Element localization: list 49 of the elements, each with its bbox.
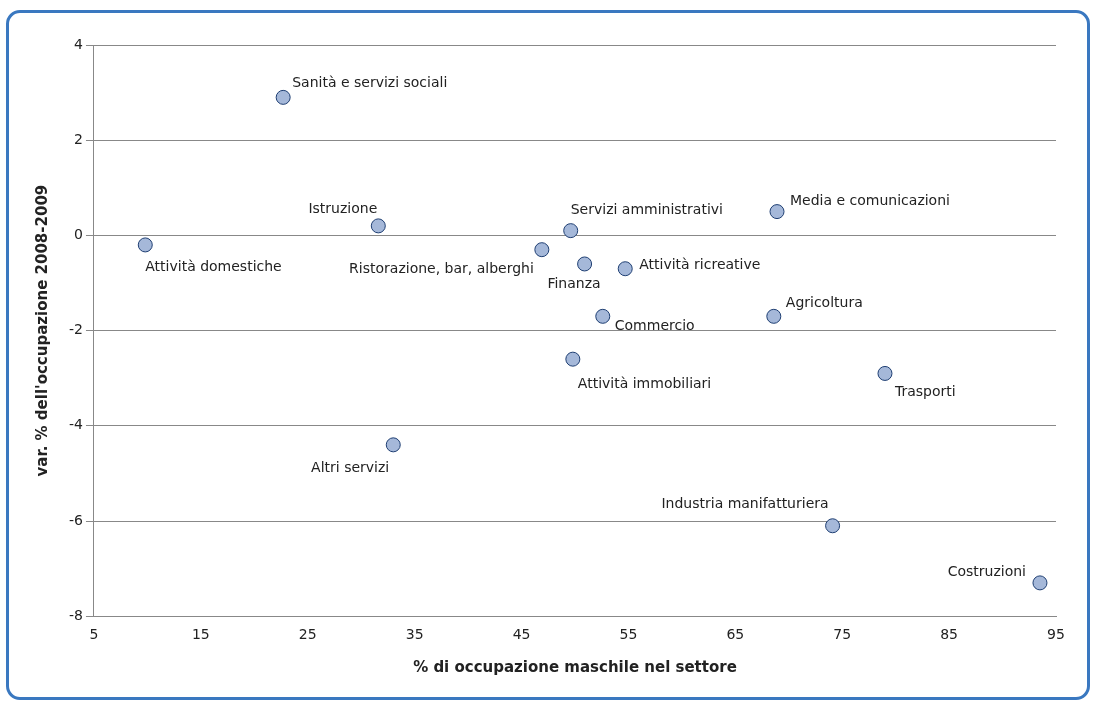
point <box>534 242 550 258</box>
annotation: Costruzioni <box>947 562 1026 579</box>
x-tick-label: 85 <box>940 626 959 643</box>
point <box>1032 575 1048 591</box>
annotation: Ristorazione, bar, alberghi <box>349 260 534 277</box>
x-tick-label: 95 <box>1047 626 1065 643</box>
point <box>275 89 291 105</box>
annotation: Altri servizi <box>311 459 390 476</box>
x-axis-title: % di occupazione maschile nel settore <box>413 657 737 676</box>
y-tick-label: -6 <box>68 511 84 528</box>
annotation: Finanza <box>547 274 601 291</box>
y-tick-label: 2 <box>74 130 83 147</box>
annotation: Attività domestiche <box>145 257 282 274</box>
annotation: Attività immobiliari <box>577 374 712 391</box>
annotation: Media e comunicazioni <box>790 192 950 209</box>
point <box>577 256 593 272</box>
y-tick-label: 0 <box>74 226 83 243</box>
annotation: Servizi amministrativi <box>570 201 724 218</box>
annotation: Trasporti <box>893 383 956 400</box>
annotation: Attività ricreative <box>639 256 761 273</box>
annotation: Istruzione <box>308 199 378 216</box>
point <box>617 261 633 277</box>
annotation: Commercio <box>614 316 695 333</box>
y-tick-label: 4 <box>74 35 84 52</box>
point <box>825 518 841 534</box>
point <box>769 204 785 220</box>
point <box>385 437 401 453</box>
point <box>766 308 782 324</box>
point <box>563 223 579 239</box>
annotation: Sanità e servizi sociali <box>292 74 448 90</box>
point <box>370 218 386 234</box>
point <box>877 365 893 381</box>
annotation: Industria manifatturiera <box>661 495 829 512</box>
x-tick-label: 75 <box>833 626 852 643</box>
x-tick-label: 15 <box>191 626 210 643</box>
x-tick-label: 55 <box>619 626 638 643</box>
annotation: Agricoltura <box>785 293 863 310</box>
y-tick-label: -8 <box>68 606 83 623</box>
point <box>595 308 611 324</box>
x-tick-label: 65 <box>726 626 745 643</box>
y-axis-title: var. % dell'occupazione 2008-2009 <box>32 184 51 477</box>
x-tick-label: 35 <box>405 626 424 643</box>
y-tick-label: -4 <box>68 416 84 433</box>
x-tick-label: 25 <box>298 626 317 643</box>
y-tick-label: -2 <box>68 321 83 338</box>
x-tick-label: 5 <box>89 626 99 643</box>
point <box>565 351 581 367</box>
x-tick-label: 45 <box>512 626 531 643</box>
point <box>137 237 153 253</box>
